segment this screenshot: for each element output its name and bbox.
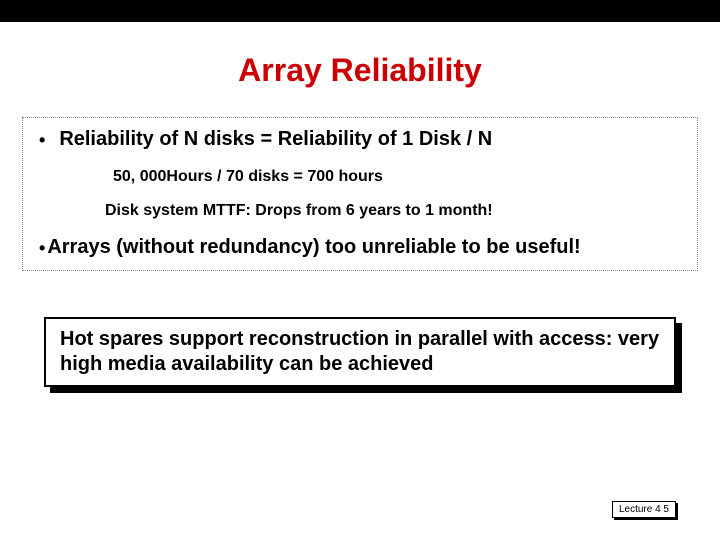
bullet-dot-icon: •	[39, 236, 45, 260]
bullet-dot-icon: •	[39, 128, 45, 152]
bullet-sub-2: Disk system MTTF: Drops from 6 years to …	[23, 202, 697, 220]
bullet-main-2-text: Arrays (without redundancy) too unreliab…	[47, 236, 580, 259]
bullet-main-2: • Arrays (without redundancy) too unreli…	[23, 236, 697, 260]
slide-title: Array Reliability	[0, 52, 720, 89]
callout-container: Hot spares support reconstruction in par…	[44, 317, 676, 387]
bullet-main-1: • Reliability of N disks = Reliability o…	[23, 128, 697, 152]
top-black-bar	[0, 0, 720, 22]
footer-label: Lecture 4 5	[612, 501, 676, 518]
content-box: • Reliability of N disks = Reliability o…	[22, 117, 698, 271]
bullet-sub-1: 50, 000Hours / 70 disks = 700 hours	[23, 168, 697, 186]
callout-box: Hot spares support reconstruction in par…	[44, 317, 676, 387]
bullet-main-1-text: Reliability of N disks = Reliability of …	[59, 128, 492, 151]
footer-container: Lecture 4 5	[612, 501, 676, 518]
